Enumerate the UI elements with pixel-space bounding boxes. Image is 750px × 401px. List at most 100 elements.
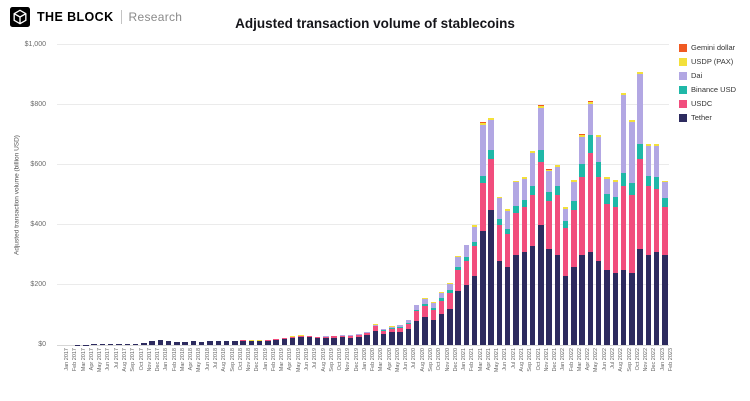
bar-segment	[538, 108, 544, 150]
bar-segment	[595, 136, 602, 162]
bar	[480, 122, 486, 345]
legend-label: USDP (PAX)	[691, 57, 734, 66]
bar-segment	[256, 340, 263, 342]
legend-label: Gemini dollar	[691, 43, 736, 52]
x-tick-label: Jan 2017	[64, 348, 71, 371]
bar	[397, 324, 403, 345]
legend-item: USDP (PAX)	[679, 57, 749, 66]
bar-segment	[505, 234, 511, 267]
x-tick-label: Nov 2018	[246, 348, 253, 372]
bar	[380, 328, 387, 345]
x-tick-label: Apr 2021	[485, 348, 492, 371]
bar	[620, 92, 627, 345]
bar-segment	[430, 309, 437, 320]
legend-swatch	[679, 85, 687, 94]
bar	[645, 144, 652, 345]
bar	[463, 244, 470, 345]
bar-segment	[91, 344, 97, 345]
bar-segment	[629, 120, 635, 122]
bar-segment	[414, 304, 420, 306]
bar-segment	[447, 309, 453, 345]
bar	[414, 304, 420, 345]
bar-segment	[645, 144, 652, 146]
bar-segment	[480, 175, 486, 183]
x-tick-label: Mar 2022	[576, 348, 583, 372]
bar-segment	[414, 309, 420, 312]
x-tick-label: Dec 2020	[452, 348, 459, 372]
x-tick-label: Nov 2020	[444, 348, 451, 372]
legend-item: Tether	[679, 113, 749, 122]
bar-segment	[380, 329, 387, 331]
bar-segment	[256, 341, 263, 345]
bar	[91, 344, 97, 345]
bar-segment	[455, 270, 461, 291]
x-tick-label: Mar 2018	[179, 348, 186, 372]
bar-segment	[190, 341, 197, 345]
bar-segment	[447, 283, 453, 285]
bar-segment	[447, 293, 453, 309]
bar-segment	[579, 163, 585, 177]
bar-segment	[538, 150, 544, 162]
bar-segment	[380, 333, 387, 345]
x-tick-label: Dec 2019	[353, 348, 360, 372]
x-tick-label: Jan 2019	[262, 348, 269, 371]
bar-segment	[265, 340, 271, 341]
x-tick-label: Oct 2018	[237, 348, 244, 371]
bar	[629, 119, 635, 345]
x-tick-label: May 2021	[494, 348, 501, 373]
bar-segment	[306, 337, 312, 345]
bar	[554, 164, 561, 345]
bar-segment	[496, 196, 503, 198]
bar-segment	[637, 72, 643, 74]
x-tick-label: Mar 2020	[378, 348, 385, 372]
bar-segment	[389, 326, 395, 329]
legend-swatch	[679, 57, 687, 66]
x-tick-label: Apr 2019	[287, 348, 294, 371]
bar-segment	[471, 225, 478, 227]
gridline	[57, 284, 669, 285]
bar-segment	[496, 219, 503, 225]
x-tick-label: Sep 2018	[229, 348, 236, 372]
bar-segment	[298, 335, 304, 337]
bar-segment	[414, 311, 420, 321]
bar-segment	[571, 181, 577, 201]
x-tick-label: Apr 2022	[585, 348, 592, 371]
x-tick-label: Jul 2022	[609, 348, 616, 369]
bar-segment	[604, 177, 610, 179]
bar-segment	[604, 178, 610, 194]
bar-segment	[405, 320, 412, 323]
x-tick-label: Aug 2021	[519, 348, 525, 372]
bar-segment	[215, 340, 221, 345]
bar	[273, 338, 279, 345]
bar-segment	[538, 105, 544, 108]
bar-segment	[562, 220, 569, 228]
bar-segment	[620, 172, 627, 186]
bar-segment	[480, 122, 486, 125]
legend: Gemini dollar USDP (PAX) Dai Binance USD USD…	[679, 43, 749, 127]
bar	[579, 134, 585, 345]
bar-segment	[505, 210, 511, 229]
bar-segment	[620, 186, 627, 270]
bar	[653, 144, 660, 345]
x-tick-label: Jul 2017	[113, 348, 120, 369]
bar-segment	[422, 317, 428, 345]
bar	[455, 255, 461, 345]
bar-segment	[471, 241, 478, 246]
bar	[256, 340, 263, 345]
bar-segment	[339, 336, 346, 338]
bar-segment	[455, 291, 461, 345]
bar-segment	[471, 226, 478, 242]
x-tick-label: Jan 2021	[461, 348, 468, 371]
x-tick-label: Sep 2019	[328, 348, 335, 372]
bar-segment	[513, 182, 519, 207]
bar	[232, 340, 238, 345]
bar-segment	[505, 209, 511, 211]
bar-segment	[513, 255, 519, 345]
bar	[513, 180, 519, 345]
bar	[215, 340, 221, 345]
bar	[240, 340, 246, 345]
x-tick-label: Oct 2020	[436, 348, 443, 371]
bar	[116, 343, 122, 345]
x-tick-label: Jul 2021	[510, 348, 517, 369]
x-tick-label: Aug 2018	[221, 348, 228, 372]
